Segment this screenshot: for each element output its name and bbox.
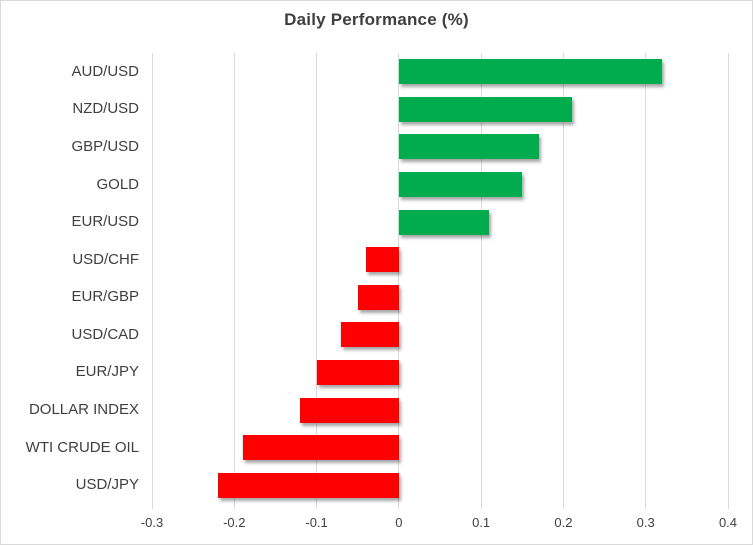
x-axis-tick-label: 0.2: [554, 515, 573, 530]
x-axis-tick-label: -0.3: [140, 515, 164, 530]
x-axis-tick-label: 0.4: [718, 515, 738, 530]
axis-tick: [562, 504, 564, 509]
chart-title: Daily Performance (%): [284, 10, 469, 29]
category-label: USD/CAD: [71, 325, 139, 343]
axis-tick: [727, 504, 729, 509]
category-label: EUR/GBP: [71, 288, 139, 306]
gridline: [398, 53, 400, 504]
gridline: [727, 53, 729, 504]
bar-eur-gbp: [357, 284, 399, 310]
bar-usd-jpy: [217, 472, 399, 498]
category-label: EUR/JPY: [75, 363, 139, 381]
bar-usd-chf: [365, 247, 399, 273]
bar-usd-cad: [341, 322, 399, 348]
bar-eur-jpy: [316, 359, 399, 385]
category-label: EUR/USD: [71, 213, 139, 231]
x-axis-tick-label: 0.3: [636, 515, 655, 530]
category-label: USD/CHF: [72, 250, 139, 268]
gridline: [480, 53, 482, 504]
axis-tick: [316, 504, 318, 509]
category-label: WTI CRUDE OIL: [25, 438, 139, 456]
category-label: USD/JPY: [75, 476, 139, 494]
bar-gbp-usd: [398, 134, 539, 160]
gridline: [562, 53, 564, 504]
gridline: [151, 53, 153, 504]
bar-eur-usd: [398, 209, 490, 235]
bar-dollar-index: [300, 397, 399, 423]
axis-tick: [480, 504, 482, 509]
gridline: [316, 53, 318, 504]
category-label: GOLD: [96, 175, 139, 193]
bar-wti-crude-oil: [242, 435, 399, 461]
category-label: NZD/USD: [72, 100, 139, 118]
category-label: DOLLAR INDEX: [28, 401, 139, 419]
category-label: AUD/USD: [71, 62, 139, 80]
gridline: [233, 53, 235, 504]
x-axis-tick-label: -0.2: [223, 515, 246, 530]
x-axis-tick-label: 0.1: [472, 515, 491, 530]
axis-tick: [398, 504, 400, 509]
axis-tick: [645, 504, 647, 509]
x-axis-tick-label: -0.1: [305, 515, 328, 530]
axis-tick: [233, 504, 235, 509]
x-axis-tick-label: 0: [395, 515, 403, 530]
bar-aud-usd: [398, 59, 663, 85]
bar-gold: [398, 172, 523, 198]
category-label: GBP/USD: [71, 137, 139, 155]
gridline: [645, 53, 647, 504]
bar-nzd-usd: [398, 96, 572, 122]
axis-tick: [151, 504, 153, 509]
